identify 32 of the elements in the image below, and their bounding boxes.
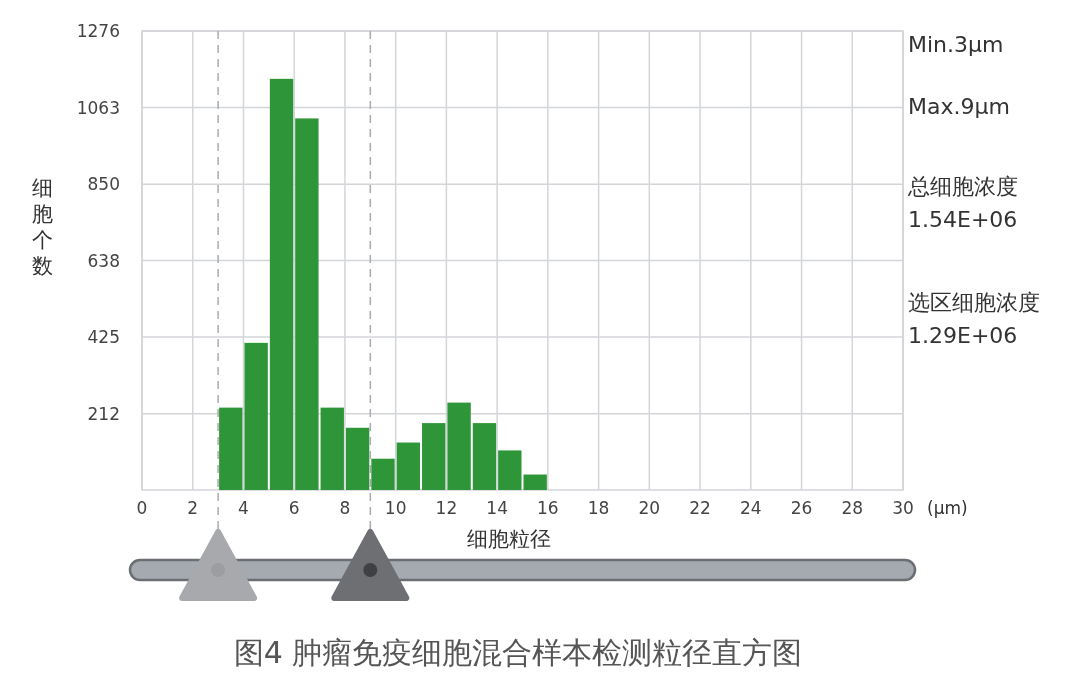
y-tick-label: 212: [87, 403, 120, 424]
text: 选区细胞浓度: [908, 290, 1040, 315]
x-tick-label: 20: [638, 498, 661, 518]
text: (μm): [927, 498, 968, 518]
y-tick-label: 425: [87, 327, 120, 348]
y-tick-label: 638: [87, 250, 120, 271]
y-axis-title: 细胞个数: [31, 176, 53, 278]
x-tick-label: 22: [689, 498, 711, 518]
x-tick-label: 0: [136, 498, 148, 518]
x-tick-label: 4: [238, 498, 249, 518]
text: Max.9μm: [908, 94, 1010, 119]
x-tick-label: 28: [841, 498, 864, 518]
y-tick-label: 850: [87, 174, 120, 195]
x-tick-label: 26: [790, 498, 813, 518]
y-tick-label: 1063: [76, 97, 120, 118]
x-tick-label: 18: [587, 498, 610, 518]
x-tick-label: 6: [288, 498, 300, 518]
x-tick-label: 14: [486, 498, 508, 518]
text: Min.3μm: [908, 32, 1004, 57]
text: 1.29E+06: [908, 323, 1018, 348]
text: 1.54E+06: [908, 207, 1018, 232]
x-tick-label: 8: [339, 498, 351, 518]
text: 图4 肿瘤免疫细胞混合样本检测粒径直方图: [233, 635, 803, 670]
x-tick-label: 2: [187, 498, 199, 518]
x-tick-label: 12: [435, 498, 458, 518]
x-axis-title: 细胞粒径: [467, 527, 551, 551]
x-tick-label: 24: [739, 498, 762, 518]
text: 总细胞浓度: [907, 174, 1018, 199]
x-tick-label: 16: [537, 498, 559, 518]
x-tick-label: 30: [892, 498, 914, 518]
y-tick-label: 1276: [76, 21, 120, 41]
x-tick-label: 10: [384, 498, 407, 518]
